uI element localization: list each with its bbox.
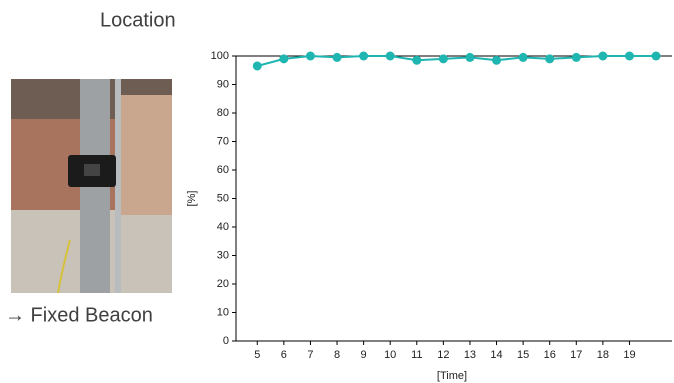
y-tick-label: 90 [217, 78, 229, 90]
x-tick-label: 5 [254, 349, 260, 361]
x-axis-label: [Time] [437, 370, 467, 382]
x-tick-label: 13 [464, 349, 476, 361]
data-point [253, 61, 262, 70]
y-tick-label: 70 [217, 135, 229, 147]
y-tick-label: 40 [217, 221, 229, 233]
x-tick-label: 9 [361, 349, 367, 361]
data-point [279, 54, 288, 63]
data-point [625, 52, 634, 61]
x-tick-label: 16 [544, 349, 556, 361]
data-point [598, 52, 607, 61]
data-point [465, 53, 474, 62]
heading: Location [100, 9, 176, 31]
x-tick-label: 12 [437, 349, 449, 361]
y-tick-label: 50 [217, 192, 229, 204]
data-point [439, 54, 448, 63]
y-tick-label: 10 [217, 306, 229, 318]
y-tick-label: 60 [217, 164, 229, 176]
data-line [257, 56, 656, 66]
beacon-photo [11, 79, 172, 293]
data-point [333, 53, 342, 62]
x-tick-label: 7 [307, 349, 313, 361]
data-point [492, 56, 501, 65]
y-tick-label: 0 [223, 335, 229, 347]
y-tick-label: 80 [217, 107, 229, 119]
y-axis-label: [%] [186, 191, 198, 207]
chart: 0 10 20 30 40 50 60 70 80 90 100 5 6 7 8 9 10 11 12 13 14 15 1… [186, 50, 672, 382]
x-tick-label: 18 [597, 349, 609, 361]
y-tick-label: 100 [211, 50, 229, 62]
y-tick-label: 20 [217, 278, 229, 290]
data-point [652, 52, 661, 61]
data-point [519, 53, 528, 62]
x-tick-label: 19 [623, 349, 635, 361]
data-point [386, 52, 395, 61]
x-tick-label: 8 [334, 349, 340, 361]
x-tick-label: 10 [384, 349, 396, 361]
x-tick-label: 14 [490, 349, 502, 361]
data-point [359, 52, 368, 61]
x-tick-label: 11 [411, 349, 422, 361]
data-point [545, 54, 554, 63]
data-point [412, 56, 421, 65]
x-tick-label: 15 [517, 349, 529, 361]
slide: Location → Fixed Beacon 0 10 20 30 40 50 60 70 8… [0, 0, 674, 383]
data-point [306, 52, 315, 61]
x-tick-label: 17 [570, 349, 582, 361]
y-tick-label: 30 [217, 249, 229, 261]
caption: → Fixed Beacon [5, 304, 153, 326]
data-point [572, 53, 581, 62]
x-tick-label: 6 [281, 349, 287, 361]
